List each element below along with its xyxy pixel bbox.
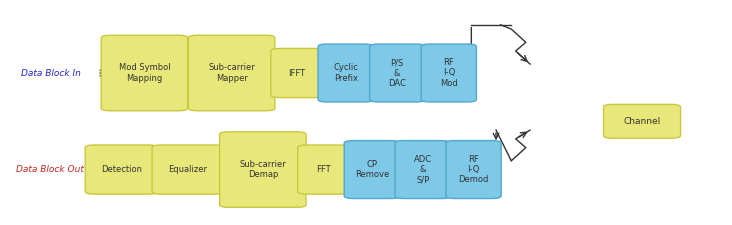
Text: IFFT: IFFT [288, 68, 305, 77]
FancyBboxPatch shape [604, 104, 681, 138]
Text: RF
I-Q
Demod: RF I-Q Demod [458, 155, 489, 184]
FancyBboxPatch shape [370, 44, 425, 102]
Text: Cyclic
Prefix: Cyclic Prefix [333, 63, 358, 83]
FancyBboxPatch shape [188, 35, 274, 111]
FancyBboxPatch shape [271, 48, 323, 98]
Text: Data Block Out: Data Block Out [16, 165, 83, 174]
Text: Sub-carrier
Demap: Sub-carrier Demap [239, 160, 286, 179]
Text: RF
I-Q
Mod: RF I-Q Mod [440, 58, 458, 88]
Text: CP
Remove: CP Remove [355, 160, 389, 179]
FancyBboxPatch shape [395, 141, 450, 198]
FancyBboxPatch shape [85, 145, 157, 194]
Text: Data Block In: Data Block In [21, 68, 81, 77]
Text: Mod Symbol
Mapping: Mod Symbol Mapping [119, 63, 171, 83]
Text: Channel: Channel [624, 117, 661, 126]
Text: P/S
&
DAC: P/S & DAC [388, 58, 406, 88]
FancyBboxPatch shape [220, 132, 306, 207]
FancyBboxPatch shape [318, 44, 373, 102]
FancyBboxPatch shape [421, 44, 477, 102]
FancyBboxPatch shape [344, 141, 400, 198]
FancyBboxPatch shape [298, 145, 350, 194]
Text: Detection: Detection [101, 165, 142, 174]
FancyBboxPatch shape [152, 145, 224, 194]
Text: Equalizer: Equalizer [168, 165, 207, 174]
Text: FFT: FFT [316, 165, 331, 174]
Text: ADC
&
S/P: ADC & S/P [414, 155, 432, 184]
FancyBboxPatch shape [446, 141, 501, 198]
FancyBboxPatch shape [101, 35, 187, 111]
Text: Sub-carrier
Mapper: Sub-carrier Mapper [208, 63, 255, 83]
